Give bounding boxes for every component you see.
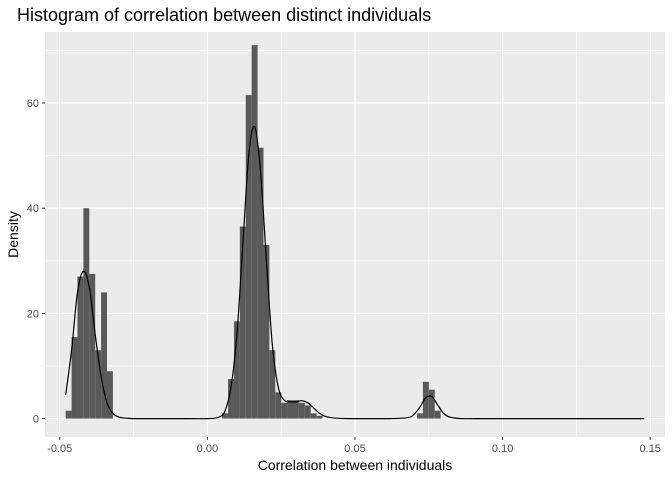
histogram-bar [71, 337, 78, 419]
histogram-bar [233, 321, 240, 419]
histogram-bar [239, 226, 246, 419]
x-axis-ticks: -0.05 0.00 0.05 0.10 0.15 [47, 437, 661, 455]
chart-title: Histogram of correlation between distinc… [17, 5, 431, 25]
histogram-bar [269, 350, 276, 419]
density-curve [65, 125, 645, 420]
histogram-bar [77, 276, 84, 419]
histogram-bar [310, 413, 317, 419]
x-tick-label: 0.15 [640, 443, 661, 455]
histogram-bar [428, 389, 435, 419]
histogram-bar [281, 402, 288, 419]
histogram-bar [107, 371, 113, 419]
y-axis-ticks: 0 20 40 60 [27, 98, 45, 426]
histogram-bar [263, 245, 270, 419]
histogram-bar [316, 415, 323, 419]
x-tick-label: 0.10 [492, 443, 513, 455]
histogram-bar [251, 45, 258, 419]
histogram-bar [287, 400, 293, 419]
histogram-bar [293, 400, 299, 419]
histogram-bar [298, 402, 305, 419]
histogram-bar [417, 413, 423, 419]
histogram-bar [89, 273, 96, 419]
histogram-bar [101, 292, 107, 419]
histogram-bar [95, 350, 102, 419]
y-tick-label: 0 [33, 414, 39, 426]
x-axis-title: Correlation between individuals [258, 457, 453, 473]
histogram-bar [304, 405, 311, 419]
histogram-bar [245, 95, 252, 419]
histogram-bar [83, 208, 90, 419]
histogram-bar [434, 410, 441, 419]
histogram-bar [257, 147, 264, 419]
histogram-bar [228, 379, 234, 419]
histogram-bar [222, 413, 229, 419]
x-tick-label: 0.00 [197, 443, 218, 455]
histogram-bar [422, 381, 429, 419]
histogram-bars [65, 45, 441, 419]
x-tick-label: 0.05 [344, 443, 365, 455]
y-tick-label: 60 [27, 98, 39, 110]
x-tick-label: -0.05 [47, 443, 72, 455]
y-tick-label: 40 [27, 203, 39, 215]
histogram-bar [275, 392, 282, 419]
y-axis-title: Density [5, 211, 21, 258]
y-tick-label: 20 [27, 308, 39, 320]
histogram-bar [65, 410, 72, 419]
